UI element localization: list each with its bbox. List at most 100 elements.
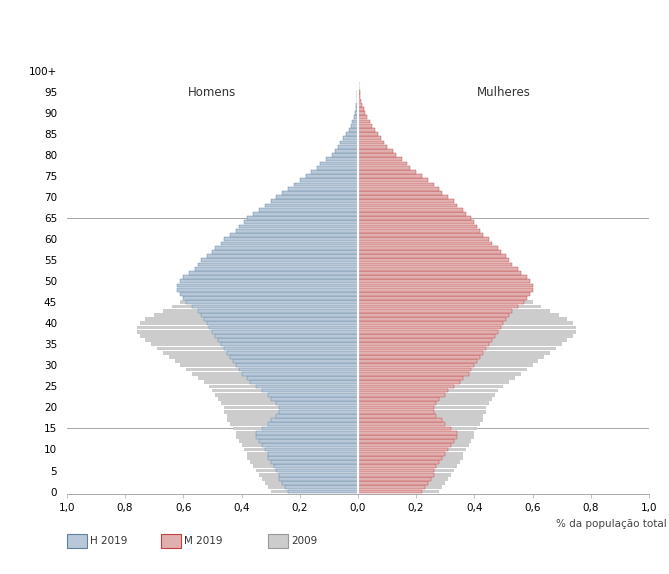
Text: Gráfico 10: Pirâmides etárias, Portugal, 2009 e 2019: Gráfico 10: Pirâmides etárias, Portugal,… [137, 21, 532, 34]
Bar [358, 468, 454, 472]
Bar [358, 490, 422, 494]
Bar [358, 385, 454, 388]
Bar [270, 250, 358, 254]
Bar [274, 464, 358, 468]
Bar [358, 321, 503, 325]
Bar [169, 355, 358, 359]
Bar [151, 343, 358, 346]
Bar [358, 435, 457, 439]
Bar [358, 111, 365, 115]
Bar [358, 82, 359, 86]
Bar [358, 284, 494, 288]
Bar [358, 204, 457, 207]
Bar [358, 418, 442, 422]
Bar [358, 347, 556, 351]
Bar [177, 288, 358, 292]
Bar [358, 86, 359, 90]
Bar [175, 359, 358, 363]
Bar [358, 224, 477, 228]
Bar [256, 468, 358, 472]
Bar [230, 422, 358, 426]
Bar [358, 439, 454, 443]
Bar [358, 242, 492, 245]
Bar [259, 439, 358, 443]
Bar [356, 107, 358, 111]
Bar [353, 115, 358, 119]
Bar [358, 317, 567, 321]
Bar [358, 401, 489, 405]
Bar [280, 473, 358, 476]
Bar [357, 99, 358, 102]
Bar [317, 166, 358, 169]
Bar [358, 275, 480, 279]
Bar [183, 296, 358, 300]
Bar [265, 254, 358, 258]
Bar [177, 284, 358, 288]
Bar [288, 187, 358, 191]
Bar [358, 347, 486, 351]
Bar [358, 368, 472, 371]
Bar [358, 464, 436, 468]
Bar [235, 229, 358, 232]
Bar [358, 262, 460, 266]
Bar [358, 389, 498, 393]
Bar [358, 115, 367, 119]
Bar [358, 300, 524, 304]
Bar [358, 162, 407, 165]
Bar [358, 212, 407, 216]
Bar [358, 288, 503, 292]
Bar [358, 174, 375, 178]
Bar [268, 456, 358, 460]
Bar [242, 271, 358, 275]
Bar [189, 271, 358, 275]
Bar [358, 128, 360, 132]
Bar [276, 246, 358, 250]
Bar [358, 183, 381, 187]
Bar [221, 401, 358, 405]
Bar [233, 275, 358, 279]
Bar [294, 229, 358, 232]
Bar [262, 443, 358, 447]
Bar [140, 321, 358, 325]
Bar [358, 254, 506, 258]
Bar [358, 330, 576, 333]
Bar [181, 300, 358, 304]
Bar [358, 141, 384, 145]
Bar [357, 128, 358, 132]
Bar [358, 153, 396, 157]
Text: M 2019: M 2019 [184, 536, 223, 546]
Bar [358, 330, 498, 333]
Bar [270, 490, 358, 494]
Bar [358, 372, 468, 375]
Bar [326, 157, 358, 161]
Bar [212, 330, 358, 333]
Bar [358, 317, 506, 321]
Bar [181, 363, 358, 367]
Bar [357, 94, 358, 98]
Bar [358, 216, 413, 220]
Bar [358, 271, 472, 275]
Bar [285, 486, 358, 489]
Bar [358, 224, 419, 228]
Bar [358, 288, 533, 292]
Bar [358, 464, 457, 468]
Bar [230, 355, 358, 359]
Bar [358, 414, 483, 418]
Bar [358, 204, 401, 207]
Bar [270, 397, 358, 401]
Bar [349, 128, 358, 132]
Bar [343, 137, 358, 140]
Bar [235, 435, 358, 439]
Text: H 2019: H 2019 [90, 536, 128, 546]
Bar [358, 212, 466, 216]
Bar [358, 233, 483, 237]
Bar [250, 460, 358, 464]
Bar [358, 187, 440, 191]
Bar [358, 422, 480, 426]
Bar [136, 330, 358, 333]
Bar [358, 170, 416, 174]
Bar [239, 224, 358, 228]
Bar [358, 481, 445, 485]
Bar [358, 137, 381, 140]
Bar [300, 179, 358, 182]
